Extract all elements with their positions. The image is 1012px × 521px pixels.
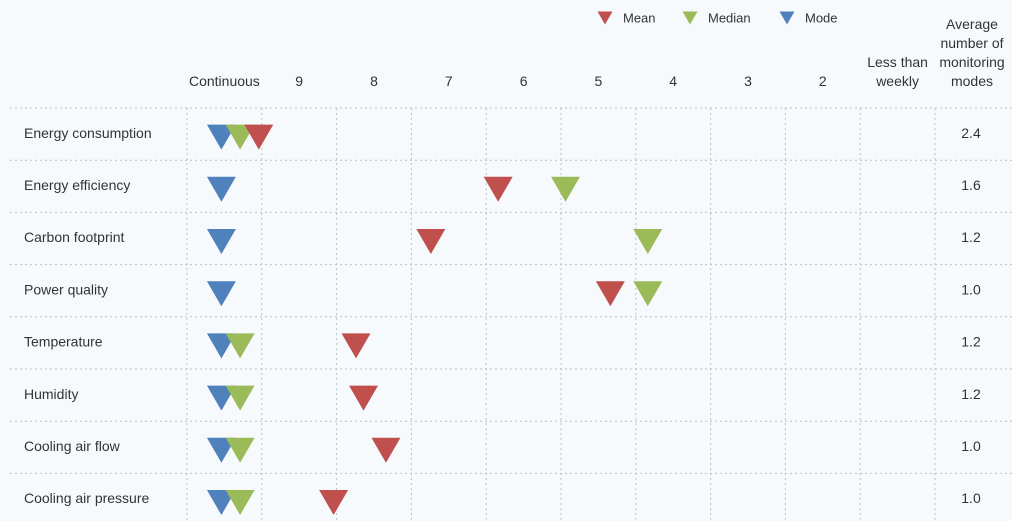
row-label: Temperature	[24, 334, 103, 350]
marker	[341, 333, 371, 359]
x-tick-label: 4	[669, 73, 678, 89]
marker	[225, 385, 255, 411]
row-label: Power quality	[24, 281, 108, 297]
average-value: 1.2	[961, 386, 981, 402]
marker	[206, 333, 236, 359]
x-tick-label: 2	[818, 73, 827, 89]
average-value: 2.4	[961, 125, 981, 141]
marker	[633, 281, 663, 307]
row-label: Carbon footprint	[24, 229, 125, 245]
row-label: Cooling air pressure	[24, 490, 149, 506]
x-tick-label: 5	[594, 73, 603, 89]
legend-label: Mode	[805, 10, 838, 25]
average-value: 1.2	[961, 229, 981, 245]
marker	[416, 229, 446, 254]
x-tick-label: Less than weekly	[867, 54, 928, 89]
marker	[225, 124, 255, 150]
legend-label: Mean	[623, 10, 656, 25]
row-label: Cooling air flow	[24, 438, 121, 454]
marker	[206, 176, 236, 202]
average-value: 1.6	[961, 177, 981, 193]
x-tick-label: Continuous	[188, 73, 260, 89]
legend-marker	[682, 11, 698, 25]
marker	[595, 281, 625, 307]
marker	[550, 176, 580, 202]
x-tick-label: 8	[370, 73, 378, 89]
x-tick-label: 9	[295, 73, 304, 89]
marker	[206, 229, 236, 254]
marker	[206, 385, 236, 411]
marker	[225, 437, 255, 463]
average-value: 1.2	[961, 334, 981, 350]
marker	[633, 229, 663, 254]
legend-marker	[779, 11, 795, 25]
marker	[206, 437, 236, 463]
row-label: Energy consumption	[24, 125, 152, 141]
marker	[206, 124, 236, 150]
legend-label: Median	[708, 10, 751, 25]
marker	[319, 490, 349, 515]
average-value: 1.0	[961, 438, 981, 454]
x-tick-label: 3	[744, 73, 752, 89]
row-label: Humidity	[24, 386, 78, 402]
marker	[483, 176, 513, 202]
average-value: 1.0	[961, 281, 981, 297]
marker	[371, 437, 401, 463]
average-value: 1.0	[961, 490, 981, 506]
marker	[225, 490, 255, 515]
marker	[206, 281, 236, 307]
x-tick-label: 6	[519, 73, 528, 89]
legend-marker	[597, 11, 613, 25]
marker	[349, 385, 379, 411]
marker	[244, 124, 274, 150]
marker	[225, 333, 255, 359]
marker	[206, 490, 236, 515]
x-tick-label: 7	[444, 73, 453, 89]
average-header: Average number of monitoring modes	[939, 16, 1005, 89]
row-label: Energy efficiency	[24, 177, 130, 193]
